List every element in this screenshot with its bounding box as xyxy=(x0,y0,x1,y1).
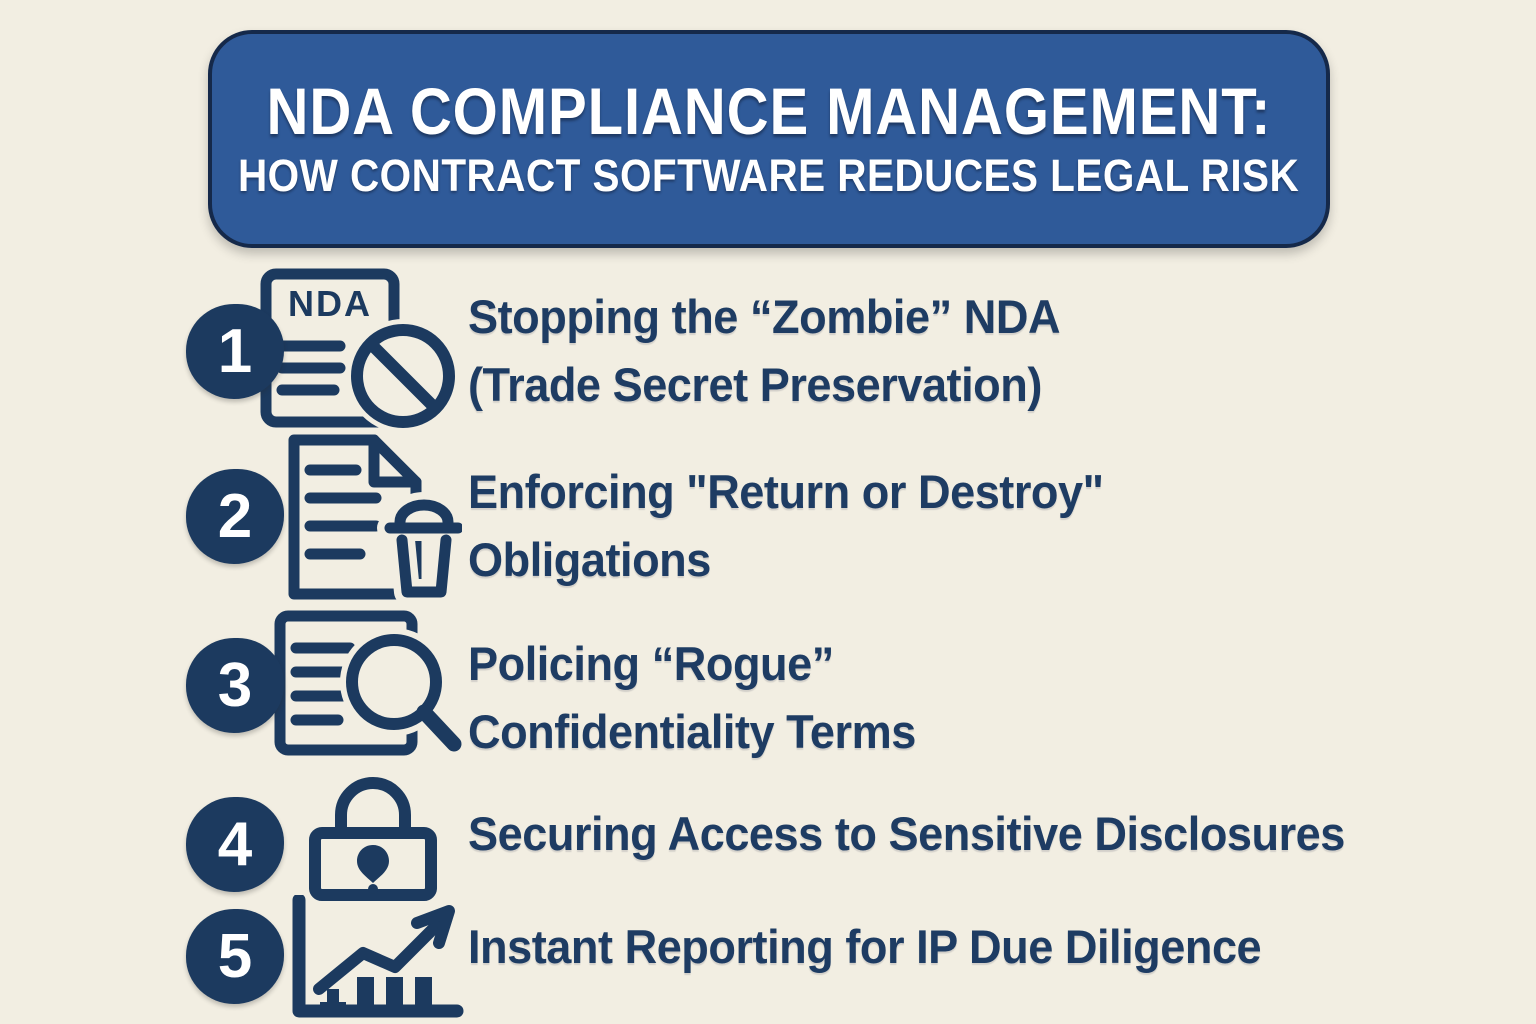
header-banner: NDA COMPLIANCE MANAGEMENT: HOW CONTRACT … xyxy=(208,30,1330,248)
document-magnifier-icon xyxy=(270,610,470,760)
step-3-text: Policing “Rogue” Confidentiality Terms xyxy=(468,630,916,766)
page-subtitle: HOW CONTRACT SOFTWARE REDUCES LEGAL RISK xyxy=(238,150,1300,201)
step-1-number-badge: 1 xyxy=(186,304,284,399)
step-2-number-badge: 2 xyxy=(186,469,284,564)
document-trash-icon xyxy=(280,434,462,604)
step-4-number-badge: 4 xyxy=(186,797,284,892)
step-4-line-1: Securing Access to Sensitive Disclosures xyxy=(468,807,1345,860)
step-5-text: Instant Reporting for IP Due Diligence xyxy=(468,913,1262,981)
step-3-line-1: Policing “Rogue” xyxy=(468,637,834,690)
step-5-number-badge: 5 xyxy=(186,909,284,1004)
step-1-line-1: Stopping the “Zombie” NDA xyxy=(468,290,1061,343)
nda-badge-label: NDA xyxy=(288,283,372,324)
page-title: NDA COMPLIANCE MANAGEMENT: xyxy=(266,74,1272,148)
step-3-line-2: Confidentiality Terms xyxy=(468,705,916,758)
nda-document-prohibited-icon: NDA xyxy=(258,268,458,430)
step-3-number-badge: 3 xyxy=(186,638,284,733)
step-1-line-2: (Trade Secret Preservation) xyxy=(468,358,1042,411)
step-5-number: 5 xyxy=(217,922,253,991)
step-2-text: Enforcing "Return or Destroy" Obligation… xyxy=(468,458,1104,594)
step-4-number: 4 xyxy=(217,810,253,879)
growth-chart-icon xyxy=(287,895,471,1021)
step-1-text: Stopping the “Zombie” NDA (Trade Secret … xyxy=(468,283,1061,419)
step-2-line-1: Enforcing "Return or Destroy" xyxy=(468,465,1104,518)
step-4-text: Securing Access to Sensitive Disclosures xyxy=(468,800,1345,868)
step-5-line-1: Instant Reporting for IP Due Diligence xyxy=(468,920,1262,973)
step-1-number: 1 xyxy=(217,317,253,386)
step-2-number: 2 xyxy=(217,482,253,551)
padlock-icon xyxy=(287,775,459,901)
step-2-line-2: Obligations xyxy=(468,533,711,586)
step-3-number: 3 xyxy=(217,651,253,720)
